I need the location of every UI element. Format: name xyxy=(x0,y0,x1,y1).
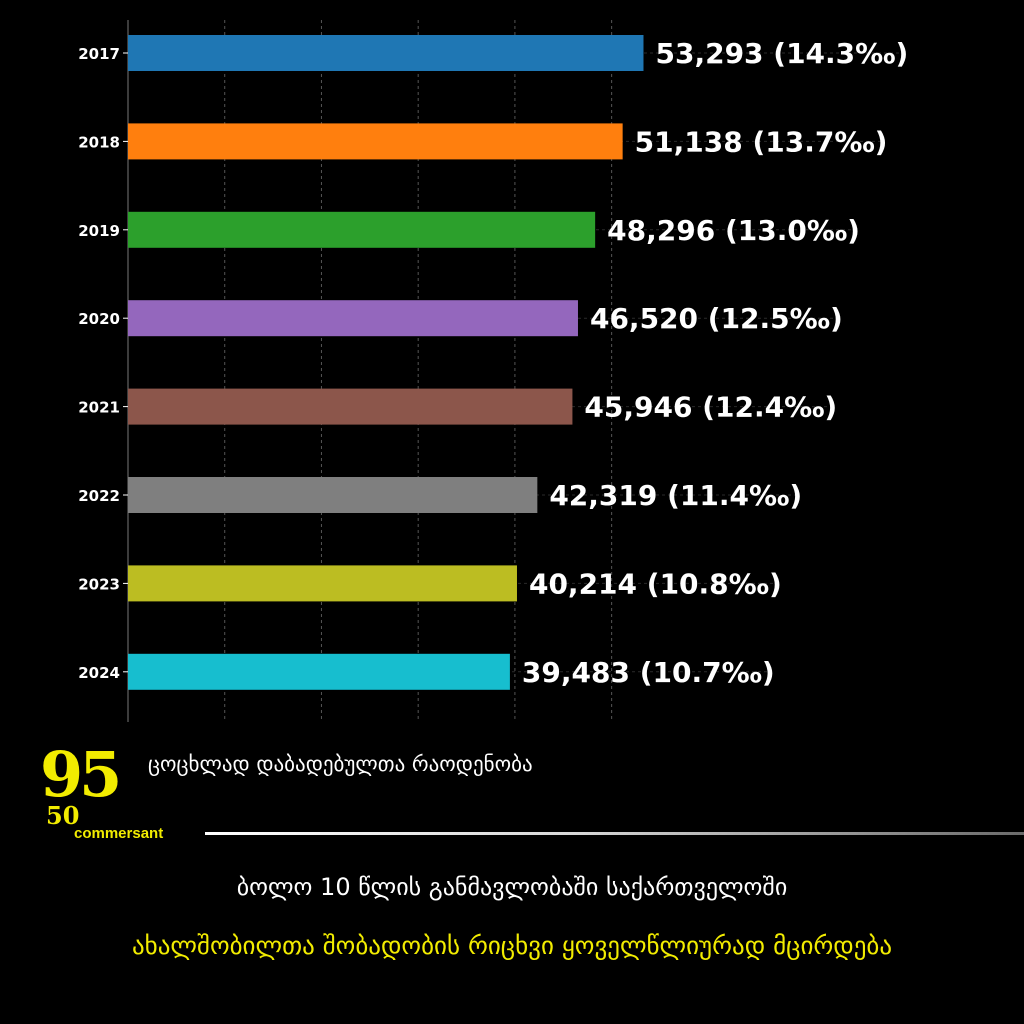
y-tick-label-2022: 2022 xyxy=(78,487,120,505)
y-tick-label-2019: 2019 xyxy=(78,222,120,240)
logo-small-numerals: 50 xyxy=(46,801,80,830)
y-tick-label-2017: 2017 xyxy=(78,45,120,63)
x-axis-label: ცოცხლად დაბადებულთა რაოდენობა xyxy=(148,752,533,776)
caption-line-1: ბოლო 10 წლის განმავლობაში საქართველოში xyxy=(236,873,788,901)
value-label-2020: 46,520 (12.5‰) xyxy=(590,302,843,335)
y-tick-label-2020: 2020 xyxy=(78,310,120,328)
bar-2020 xyxy=(128,300,578,337)
value-label-2023: 40,214 (10.8‰) xyxy=(529,567,782,600)
value-label-2017: 53,293 (14.3‰) xyxy=(655,37,908,70)
y-tick-label-2021: 2021 xyxy=(78,399,120,417)
y-tick-label-2023: 2023 xyxy=(78,575,120,593)
bar-2024 xyxy=(128,653,510,690)
bar-2018 xyxy=(128,123,623,160)
bar-2019 xyxy=(128,211,596,248)
bar-2023 xyxy=(128,565,517,602)
value-label-2021: 45,946 (12.4‰) xyxy=(584,391,837,424)
logo-brand-text: commersant xyxy=(74,825,164,842)
divider-line xyxy=(205,832,1024,835)
value-label-2022: 42,319 (11.4‰) xyxy=(549,479,802,512)
y-tick-label-2024: 2024 xyxy=(78,664,120,682)
bar-2017 xyxy=(128,35,644,71)
birth-count-bar-chart: 2017 53,293 (14.3‰) 2018 51,138 (13.7‰) 2019… xyxy=(78,20,908,722)
bar-2022 xyxy=(128,477,538,513)
logo-numerals: 95 xyxy=(40,738,122,811)
bar-2021 xyxy=(128,388,573,425)
commersant-logo: 95 50 commersant xyxy=(40,744,210,848)
value-label-2018: 51,138 (13.7‰) xyxy=(635,125,888,158)
caption-line-2: ახალშობილთა შობადობის რიცხვი ყოველწლიურა… xyxy=(131,931,893,960)
value-label-2019: 48,296 (13.0‰) xyxy=(607,214,860,247)
y-tick-label-2018: 2018 xyxy=(78,133,120,151)
value-label-2024: 39,483 (10.7‰) xyxy=(522,656,775,689)
